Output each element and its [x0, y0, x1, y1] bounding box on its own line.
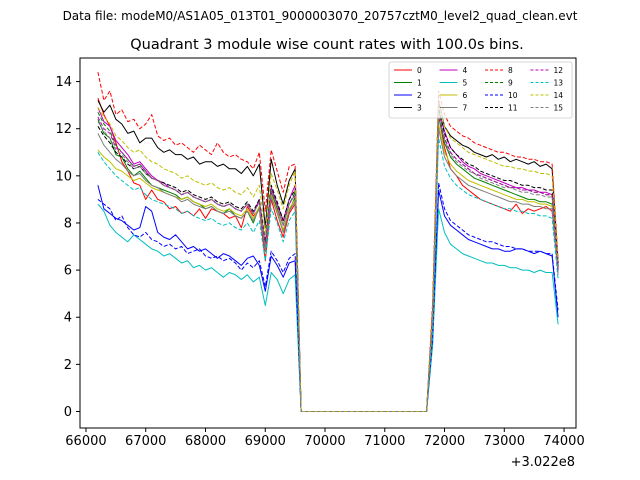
x-tick-label: 72000 — [424, 434, 465, 449]
x-axis: 66000 67000 68000 69000 70000 71000 72000 73000… — [65, 428, 585, 449]
legend-label-14: 14 — [554, 91, 564, 100]
x-tick-label: 70000 — [304, 434, 345, 449]
x-offset-label: +3.022e8 — [511, 455, 575, 470]
x-tick-label: 66000 — [65, 434, 106, 449]
legend-label-8: 8 — [508, 66, 513, 75]
chart-suptitle: Data file: modeM0/AS1A05_013T01_90000030… — [63, 9, 578, 23]
x-tick-label: 68000 — [185, 434, 226, 449]
series-line-14 — [97, 102, 559, 412]
legend-label-11: 11 — [508, 104, 518, 113]
legend-label-9: 9 — [508, 79, 513, 88]
x-tick-label: 69000 — [245, 434, 286, 449]
y-tick-label: 14 — [55, 75, 72, 90]
legend-label-4: 4 — [463, 66, 468, 75]
y-axis: 0 2 4 6 8 10 12 14 — [55, 75, 80, 420]
chart-title: Quadrant 3 module wise count rates with … — [130, 37, 524, 53]
y-tick-label: 12 — [55, 122, 72, 137]
legend-label-0: 0 — [417, 66, 422, 75]
x-tick-label: 74000 — [543, 434, 584, 449]
y-tick-label: 0 — [64, 405, 72, 420]
legend-label-5: 5 — [463, 79, 468, 88]
legend-label-2: 2 — [417, 91, 422, 100]
y-tick-label: 10 — [55, 169, 72, 184]
y-tick-label: 2 — [64, 358, 72, 373]
legend-label-15: 15 — [554, 104, 564, 113]
legend-label-6: 6 — [463, 91, 468, 100]
series-line-13 — [97, 137, 559, 412]
plot-area — [80, 58, 576, 428]
x-tick-label: 71000 — [364, 434, 405, 449]
legend-label-3: 3 — [417, 104, 422, 113]
plot-frame — [79, 57, 577, 429]
x-tick-label: 67000 — [125, 434, 166, 449]
y-tick-label: 8 — [64, 216, 72, 231]
series-layer — [97, 71, 559, 412]
legend-box — [388, 61, 573, 119]
legend-label-10: 10 — [508, 91, 518, 100]
series-line-15 — [97, 114, 559, 412]
legend-label-1: 1 — [417, 79, 422, 88]
x-tick-label: 73000 — [484, 434, 525, 449]
legend-label-12: 12 — [554, 66, 564, 75]
y-tick-label: 6 — [64, 264, 72, 279]
legend-label-13: 13 — [554, 79, 564, 88]
y-tick-label: 4 — [64, 311, 72, 326]
legend-label-7: 7 — [463, 104, 468, 113]
